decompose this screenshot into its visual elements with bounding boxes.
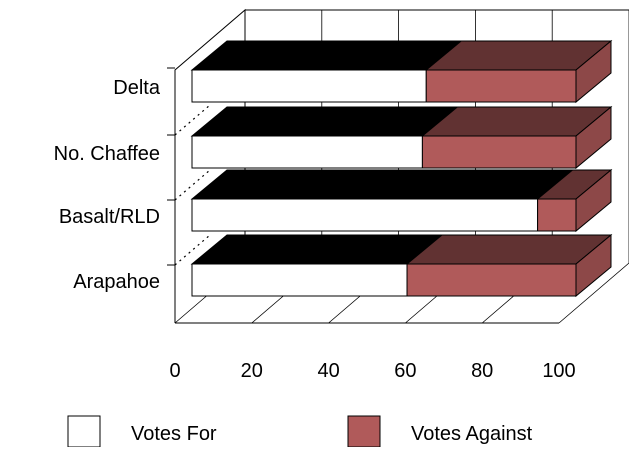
bar-arapahoe-votes-against (406, 263, 577, 297)
bar-no-chaffee-votes-against (421, 135, 577, 169)
bar-basalt-rld-votes-against (537, 198, 577, 232)
bars (190, 39, 613, 298)
bar-basalt-rld-votes-for-top (190, 169, 574, 200)
legend-swatch-votes-for (67, 415, 101, 448)
bar-delta-votes-against (425, 69, 577, 103)
category-label-delta: Delta (113, 77, 161, 99)
legend: Votes For Votes Against (67, 415, 533, 448)
bar-no-chaffee-votes-for-top (190, 106, 459, 137)
legend-label-votes-for: Votes For (131, 423, 217, 445)
bar-arapahoe-votes-for-top (190, 234, 444, 265)
category-label-arapahoe: Arapahoe (73, 271, 160, 293)
bar-arapahoe-votes-for (191, 263, 408, 297)
category-label-basalt-rld: Basalt/RLD (59, 206, 160, 228)
x-tick-label-100: 100 (542, 360, 575, 382)
bar-delta-votes-for (191, 69, 427, 103)
x-tick-label-0: 0 (169, 360, 180, 382)
bar-arapahoe-side (575, 233, 612, 298)
depth-guide (174, 234, 211, 266)
floor-gridline-100 (558, 262, 629, 324)
legend-swatch-votes-against (347, 415, 381, 448)
category-label-no-chaffee: No. Chaffee (54, 143, 160, 165)
legend-label-votes-against: Votes Against (411, 423, 533, 445)
x-tick-label-20: 20 (241, 360, 263, 382)
bar-no-chaffee-votes-for (191, 135, 423, 169)
bar-no-chaffee-side (575, 105, 612, 170)
depth-guide (174, 169, 211, 201)
x-tick-label-40: 40 (317, 360, 339, 382)
bar-arapahoe-votes-against-top (405, 234, 613, 265)
bar-basalt-rld-votes-for (191, 198, 539, 232)
bar-delta-votes-for-top (190, 40, 463, 71)
axes: Delta No. Chaffee Basalt/RLD Arapahoe 0 20 40 6… (54, 67, 576, 382)
depth-guide (174, 104, 211, 136)
x-tick-label-80: 80 (471, 360, 493, 382)
bar-delta-side (575, 39, 612, 104)
bar-basalt-rld-side (575, 168, 612, 233)
x-tick-label-60: 60 (394, 360, 416, 382)
